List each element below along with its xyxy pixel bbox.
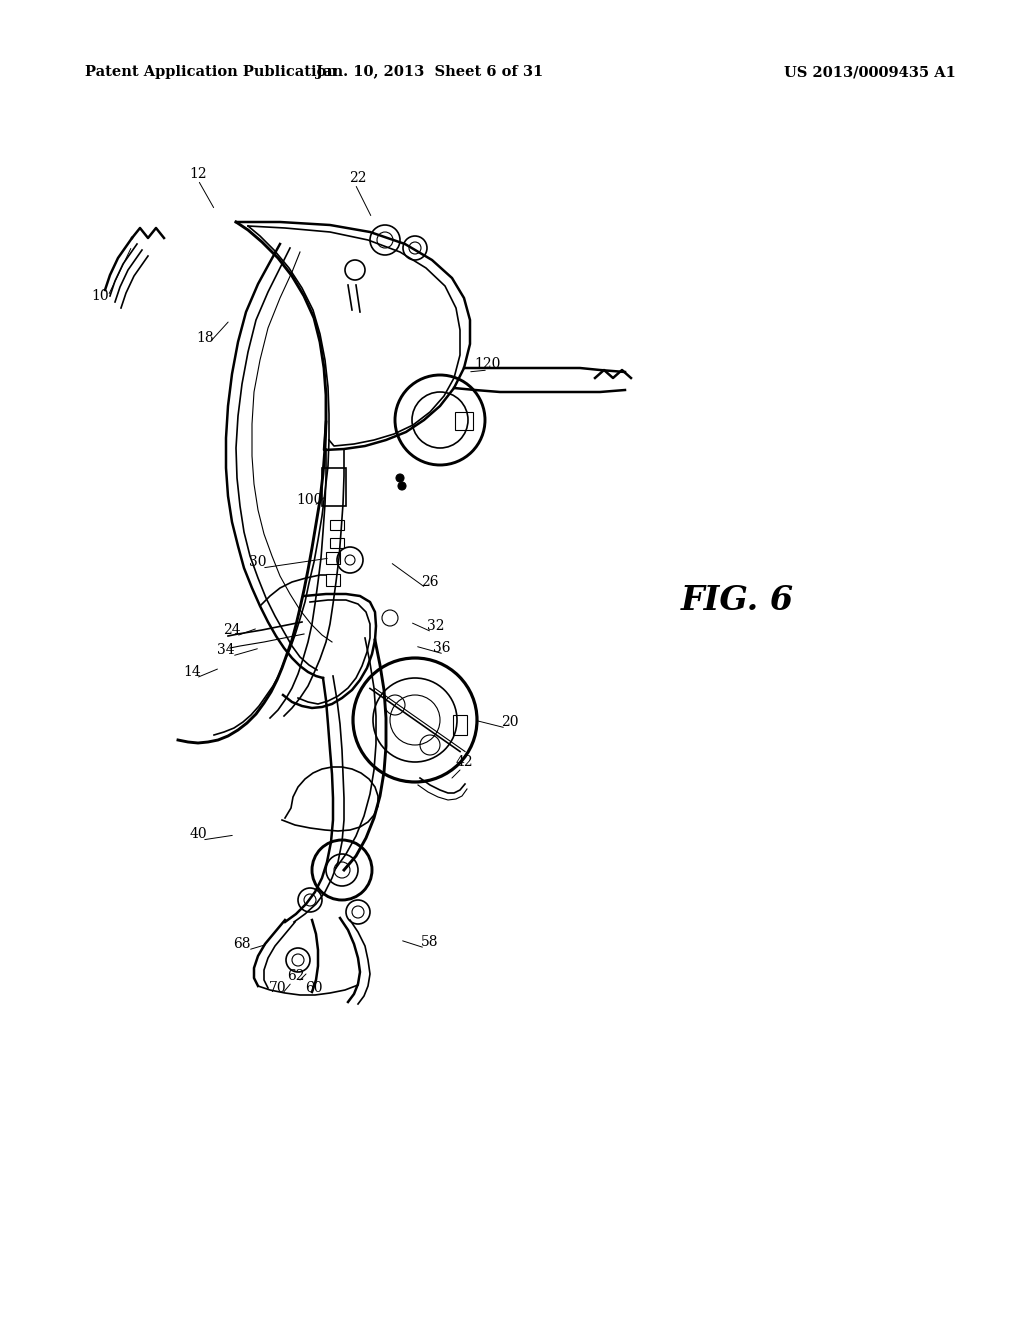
- Text: 42: 42: [456, 755, 473, 770]
- Text: 24: 24: [223, 623, 241, 638]
- Text: Patent Application Publication: Patent Application Publication: [85, 65, 337, 79]
- Text: FIG. 6: FIG. 6: [681, 583, 794, 618]
- Text: 26: 26: [421, 576, 438, 589]
- Circle shape: [398, 482, 406, 490]
- Text: 68: 68: [233, 937, 251, 950]
- Circle shape: [396, 474, 404, 482]
- Text: 40: 40: [189, 828, 207, 841]
- Text: 120: 120: [475, 356, 501, 371]
- Text: 22: 22: [349, 172, 367, 185]
- Text: 18: 18: [197, 331, 214, 345]
- Text: 30: 30: [249, 554, 266, 569]
- Text: Jan. 10, 2013  Sheet 6 of 31: Jan. 10, 2013 Sheet 6 of 31: [316, 65, 544, 79]
- Text: 20: 20: [502, 715, 519, 729]
- Text: 34: 34: [217, 643, 234, 657]
- Text: 36: 36: [433, 642, 451, 655]
- Text: 100: 100: [297, 492, 324, 507]
- Text: 58: 58: [421, 935, 438, 949]
- Text: 62: 62: [288, 969, 305, 983]
- Text: 10: 10: [91, 289, 109, 304]
- Text: 60: 60: [305, 981, 323, 995]
- Text: 12: 12: [189, 168, 207, 181]
- Text: 70: 70: [269, 981, 287, 995]
- Text: US 2013/0009435 A1: US 2013/0009435 A1: [784, 65, 956, 79]
- Text: 14: 14: [183, 665, 201, 678]
- Text: 32: 32: [427, 619, 444, 634]
